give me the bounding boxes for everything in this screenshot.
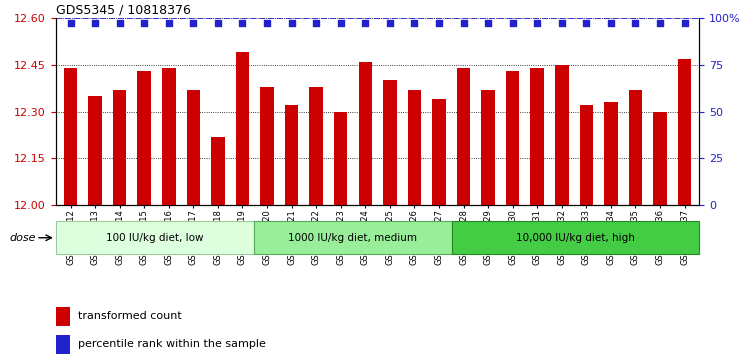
Bar (383, 81, 397, 205)
Bar (187, 90, 200, 205)
Bar (260, 87, 274, 205)
Bar (113, 90, 126, 205)
Point (237, 20, 248, 26)
Bar (604, 102, 618, 205)
Bar (555, 65, 568, 205)
Bar (285, 105, 298, 205)
Bar (236, 52, 249, 205)
Bar (162, 68, 176, 205)
Bar (211, 136, 225, 205)
Bar (432, 99, 446, 205)
Point (187, 20, 199, 26)
Bar (481, 90, 495, 205)
Bar (580, 105, 593, 205)
Text: 1000 IU/kg diet, medium: 1000 IU/kg diet, medium (289, 233, 417, 243)
Point (408, 20, 420, 26)
Bar (457, 68, 470, 205)
Point (605, 20, 617, 26)
Point (433, 20, 445, 26)
Point (629, 20, 641, 26)
Bar (334, 111, 347, 205)
Text: dose: dose (10, 233, 36, 243)
Point (261, 20, 273, 26)
Point (507, 20, 519, 26)
Bar (64, 68, 77, 205)
Bar (653, 111, 667, 205)
Point (679, 20, 690, 26)
Bar (89, 96, 102, 205)
Bar (678, 59, 691, 205)
Point (286, 20, 298, 26)
Point (482, 20, 494, 26)
Bar (254, 221, 452, 254)
Point (654, 20, 666, 26)
Bar (138, 71, 151, 205)
Bar (452, 221, 699, 254)
Point (163, 20, 175, 26)
Text: GDS5345 / 10818376: GDS5345 / 10818376 (56, 4, 190, 17)
Point (310, 20, 322, 26)
Bar (506, 71, 519, 205)
Point (114, 20, 126, 26)
Bar (56, 335, 70, 354)
Point (212, 20, 224, 26)
Text: percentile rank within the sample: percentile rank within the sample (78, 339, 266, 349)
Bar (56, 307, 70, 326)
Text: transformed count: transformed count (78, 311, 182, 321)
Point (359, 20, 371, 26)
Bar (56, 221, 254, 254)
Point (458, 20, 469, 26)
Text: 100 IU/kg diet, low: 100 IU/kg diet, low (106, 233, 204, 243)
Bar (359, 62, 372, 205)
Point (65, 20, 77, 26)
Point (531, 20, 543, 26)
Bar (530, 68, 544, 205)
Point (89, 20, 101, 26)
Point (556, 20, 568, 26)
Point (384, 20, 396, 26)
Point (580, 20, 592, 26)
Bar (408, 90, 421, 205)
Point (138, 20, 150, 26)
Bar (310, 87, 323, 205)
Point (335, 20, 347, 26)
Bar (629, 90, 642, 205)
Text: 10,000 IU/kg diet, high: 10,000 IU/kg diet, high (516, 233, 635, 243)
